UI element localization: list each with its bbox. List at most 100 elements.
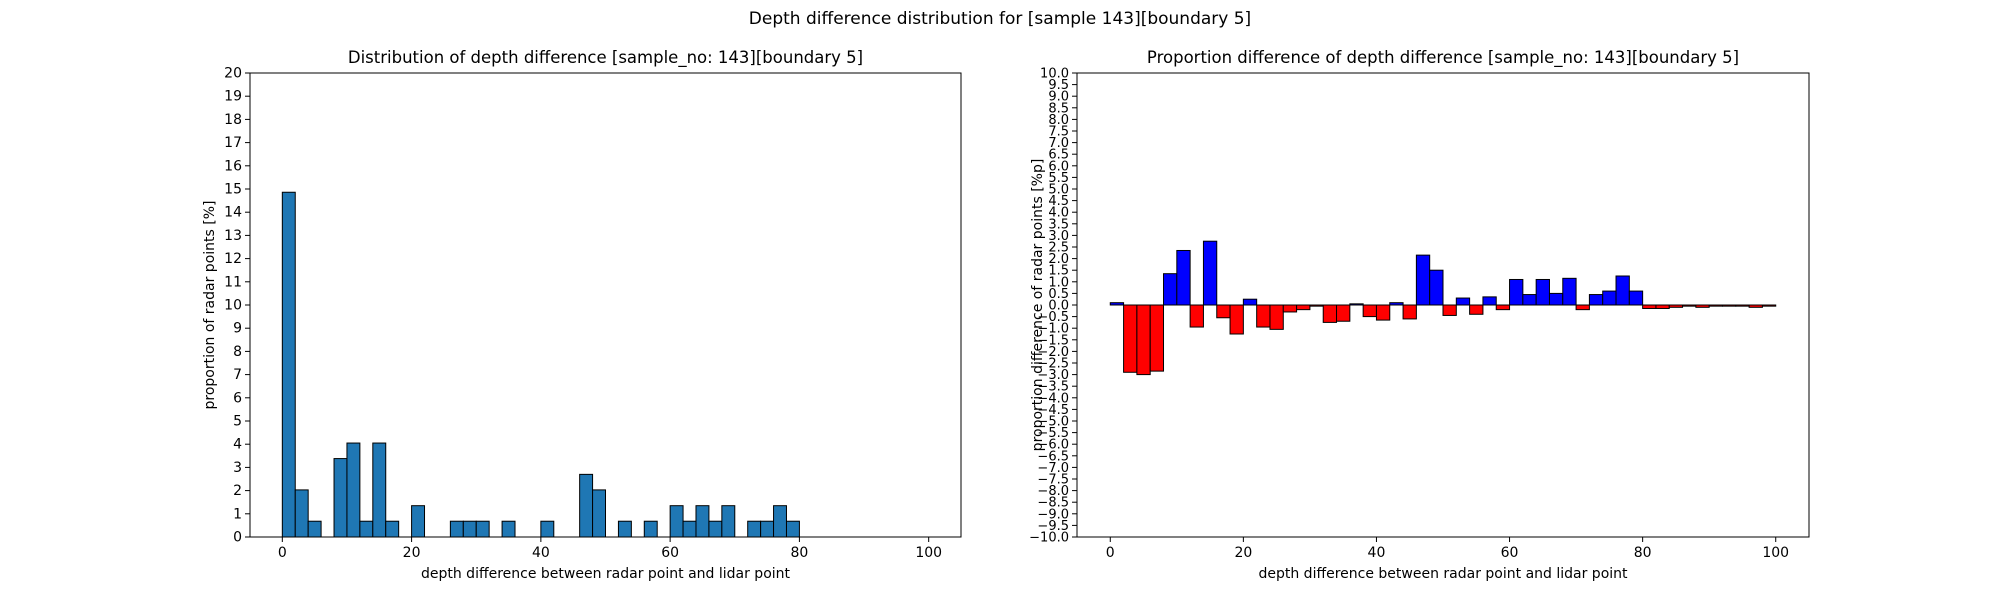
- right-y-tick-label: 3.5: [1048, 217, 1069, 232]
- left-y-tick-label: 19: [224, 89, 242, 105]
- left-y-tick-label: 6: [233, 390, 242, 406]
- left-y-tick-label: 2: [233, 483, 242, 499]
- left-y-tick-label: 0: [233, 530, 242, 546]
- left-y-tick-label: 11: [224, 274, 242, 290]
- left-y-tick-label: 16: [224, 158, 242, 174]
- right-bar: [1469, 304, 1484, 315]
- left-y-tick-label: 20: [224, 66, 242, 82]
- right-bar: [1615, 275, 1630, 306]
- left-bar: [307, 520, 322, 538]
- right-bar: [1362, 304, 1377, 318]
- right-bar: [1123, 304, 1138, 373]
- right-bar: [1242, 298, 1258, 306]
- right-y-tick-label: −6.5: [1037, 449, 1069, 464]
- right-x-tick-label: 20: [1234, 545, 1252, 561]
- right-y-tick-label: 8.0: [1048, 113, 1069, 128]
- left-x-tick-label: 80: [790, 545, 808, 561]
- left-y-tick-label: 9: [233, 321, 242, 337]
- left-y-tick-label: 10: [224, 298, 242, 314]
- left-y-tick-label: 1: [233, 506, 242, 522]
- left-bar: [708, 520, 723, 538]
- right-bar: [1256, 304, 1271, 328]
- right-y-tick-label: 3.0: [1048, 229, 1069, 244]
- right-bar: [1748, 304, 1763, 308]
- left-bar: [785, 520, 800, 538]
- right-y-tick-label: 1.5: [1048, 264, 1069, 279]
- right-y-tick-label: 6.0: [1048, 159, 1069, 174]
- right-bar: [1375, 304, 1391, 321]
- right-bar: [1562, 277, 1577, 306]
- right-bar: [1602, 290, 1617, 306]
- left-y-tick-label: 3: [233, 460, 242, 476]
- left-bar: [385, 520, 400, 538]
- right-y-tick-label: −5.5: [1037, 426, 1069, 441]
- left-x-tick-label: 60: [661, 545, 679, 561]
- left-x-tick-label: 100: [915, 545, 942, 561]
- right-y-tick-label: −0.5: [1037, 310, 1069, 325]
- right-bar: [1575, 304, 1590, 311]
- left-bar: [682, 520, 697, 538]
- left-y-tick-label: 8: [233, 344, 242, 360]
- left-bar: [475, 520, 490, 538]
- right-bar: [1282, 304, 1298, 313]
- left-bar: [760, 520, 775, 538]
- left-y-tick-label: 5: [233, 414, 242, 430]
- right-bar: [1588, 294, 1604, 306]
- right-y-tick-label: −5.0: [1037, 415, 1069, 430]
- right-bar: [1548, 292, 1564, 306]
- left-x-tick-label: 40: [532, 545, 550, 561]
- right-bar: [1349, 303, 1364, 306]
- left-y-axis-label: proportion of radar points [%]: [202, 200, 218, 409]
- right-y-tick-label: −3.5: [1037, 380, 1069, 395]
- right-y-tick-label: −8.0: [1037, 484, 1069, 499]
- left-bar: [281, 191, 296, 538]
- right-y-tick-label: 2.5: [1048, 241, 1069, 256]
- left-bar: [411, 505, 426, 538]
- left-y-tick-label: 12: [224, 251, 242, 267]
- left-bar: [462, 520, 477, 538]
- right-bar: [1495, 304, 1511, 311]
- right-bar: [1269, 304, 1284, 330]
- right-bar: [1628, 290, 1644, 306]
- left-x-tick-label: 20: [403, 545, 421, 561]
- right-bar: [1296, 304, 1311, 311]
- right-bar: [1149, 304, 1165, 372]
- left-y-tick-label: 14: [224, 205, 242, 221]
- right-y-tick-label: −3.0: [1037, 368, 1069, 383]
- right-y-tick-label: −2.0: [1037, 345, 1069, 360]
- right-y-tick-label: −9.0: [1037, 507, 1069, 522]
- right-bar: [1642, 304, 1657, 309]
- right-bar: [1429, 269, 1444, 306]
- right-bar: [1109, 302, 1125, 306]
- right-x-tick-label: 60: [1501, 545, 1519, 561]
- left-y-tick-label: 13: [224, 228, 242, 244]
- right-bar: [1522, 294, 1537, 306]
- right-bar: [1535, 278, 1550, 306]
- right-y-tick-label: 7.0: [1048, 136, 1069, 151]
- right-y-tick-label: 1.0: [1048, 275, 1069, 290]
- left-bar: [449, 520, 464, 538]
- right-bar: [1682, 304, 1697, 307]
- right-bar: [1482, 296, 1497, 306]
- right-y-tick-label: 9.0: [1048, 90, 1069, 105]
- right-y-tick-label: −1.0: [1037, 322, 1069, 337]
- left-bar: [747, 520, 762, 538]
- right-bar: [1455, 297, 1471, 306]
- left-bar: [695, 505, 710, 538]
- right-bar: [1163, 273, 1178, 306]
- right-y-tick-label: 2.0: [1048, 252, 1069, 267]
- right-y-tick-label: −10.0: [1029, 531, 1069, 546]
- left-bar: [359, 520, 374, 538]
- right-bar: [1216, 304, 1231, 319]
- right-bar: [1442, 304, 1457, 316]
- right-y-tick-label: 5.0: [1048, 183, 1069, 198]
- left-bar: [333, 458, 348, 538]
- left-chart-title: Distribution of depth difference [sample…: [348, 48, 863, 68]
- right-bar: [1309, 304, 1324, 307]
- right-x-axis-label: depth difference between radar point and…: [1258, 566, 1628, 582]
- figure-title: Depth difference distribution for [sampl…: [748, 9, 1252, 29]
- left-x-tick-label: 0: [278, 545, 287, 561]
- right-y-tick-label: −7.0: [1037, 461, 1069, 476]
- left-bar: [773, 505, 787, 538]
- left-bar: [346, 442, 361, 538]
